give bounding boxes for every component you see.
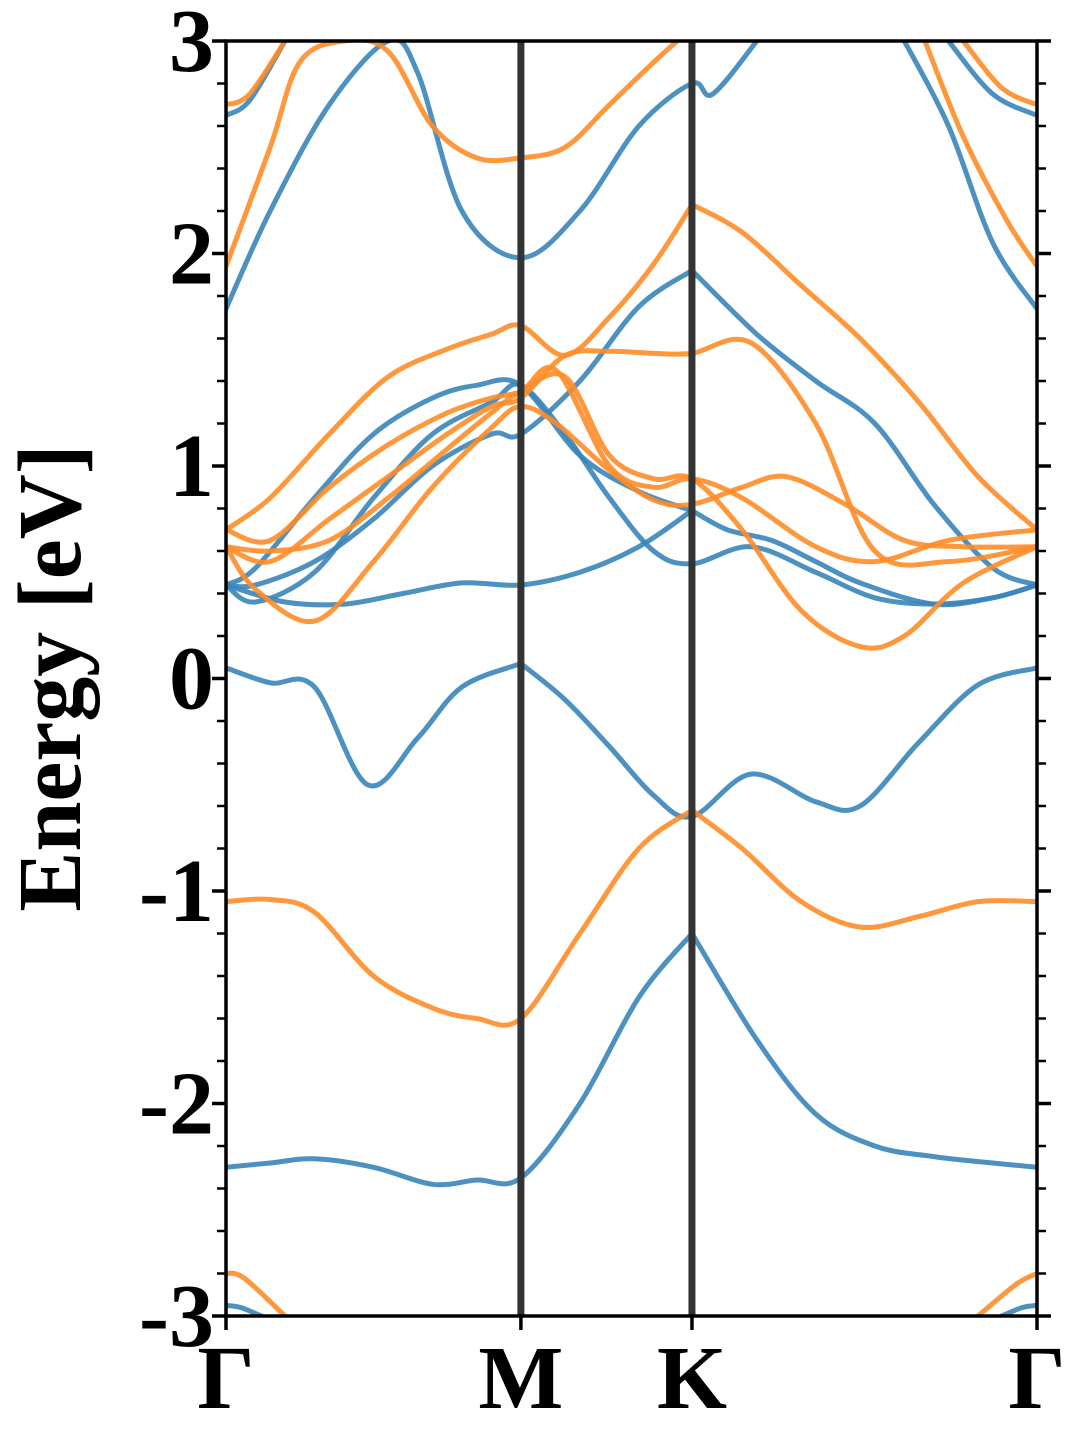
y-tick-label: 3 xyxy=(169,0,214,91)
y-tick-label: -2 xyxy=(139,1055,214,1154)
band-line-orange xyxy=(960,41,1037,108)
band-line-blue xyxy=(226,268,695,590)
band-line-orange xyxy=(226,371,1037,651)
band-line-blue xyxy=(946,41,1037,118)
band-line-orange xyxy=(226,202,695,533)
band-line-blue xyxy=(901,41,1037,312)
band-line-orange xyxy=(226,41,288,108)
band-line-orange xyxy=(689,807,1037,931)
band-line-blue xyxy=(689,508,1037,608)
band-line-blue xyxy=(226,931,695,1188)
y-minor-ticks xyxy=(217,82,1046,1275)
band-lines xyxy=(226,41,1037,1316)
band-line-orange xyxy=(922,41,1037,269)
y-tick-label: -1 xyxy=(139,842,214,941)
band-line-orange xyxy=(226,807,695,1028)
x-tick-label: K xyxy=(657,1329,727,1428)
band-line-blue xyxy=(689,931,1037,1170)
band-line-blue xyxy=(999,1302,1037,1316)
band-line-blue xyxy=(226,661,524,789)
y-major-ticks xyxy=(212,39,1051,1318)
y-tick-label: -3 xyxy=(139,1267,214,1366)
band-line-orange xyxy=(226,365,1037,565)
plot-frame xyxy=(224,39,1039,1318)
y-tick-label: 1 xyxy=(169,417,214,516)
y-tick-labels: -3 -2 -1 0 1 2 3 xyxy=(139,0,214,1366)
x-tick-label: Γ xyxy=(1008,1329,1065,1428)
band-line-orange xyxy=(226,336,1037,568)
band-line-blue xyxy=(226,1302,264,1316)
band-line-orange xyxy=(975,1271,1037,1316)
band-line-orange xyxy=(226,41,680,269)
band-line-blue xyxy=(226,508,695,608)
y-tick-label: 0 xyxy=(169,630,214,729)
band-line-orange xyxy=(226,1270,288,1316)
band-line-orange xyxy=(226,403,1037,625)
high-symmetry-lines xyxy=(517,41,696,1316)
y-tick-label: 2 xyxy=(169,205,214,304)
x-tick-label: Γ xyxy=(197,1329,254,1428)
y-axis-title: Energy [eV] xyxy=(1,444,100,911)
band-line-orange xyxy=(689,202,1037,533)
band-line-blue xyxy=(226,41,760,312)
x-tick-label: M xyxy=(478,1329,563,1428)
band-line-blue xyxy=(518,661,1037,820)
